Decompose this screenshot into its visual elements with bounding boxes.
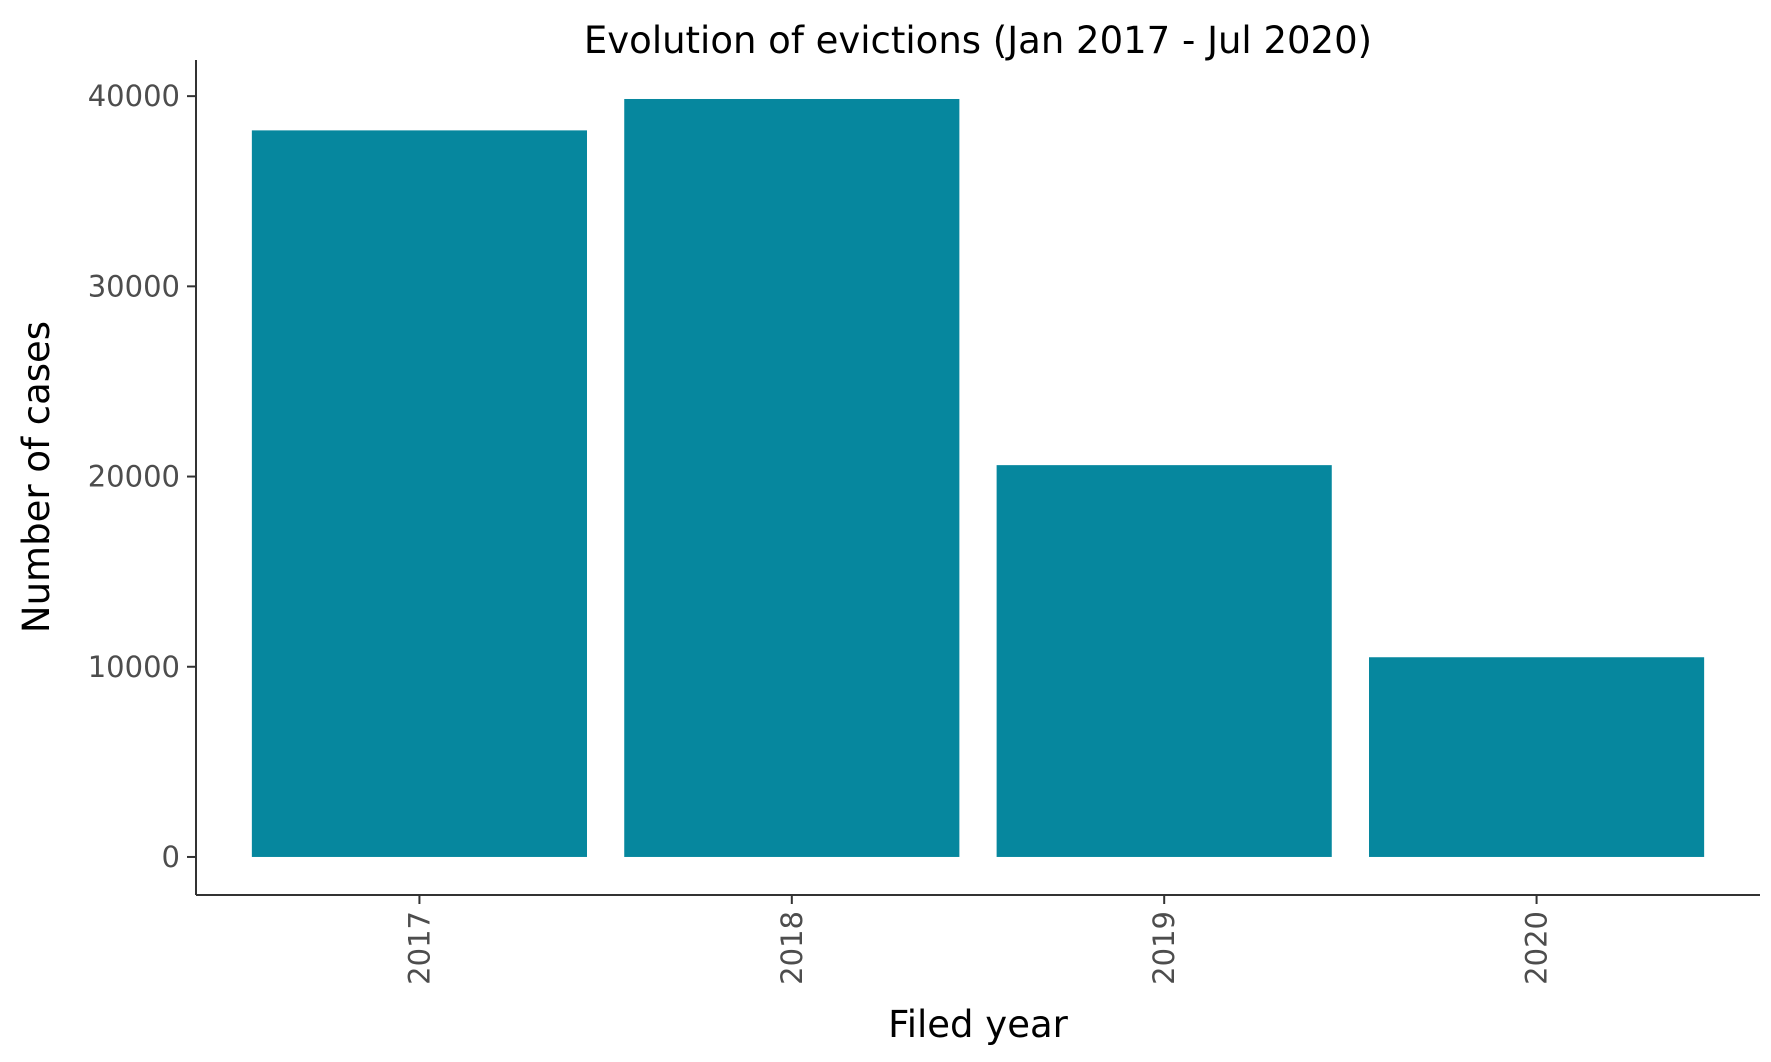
y-tick-label: 40000 bbox=[88, 79, 180, 113]
x-tick-label: 2020 bbox=[1520, 911, 1554, 985]
x-axis-ticks: 2017 2018 2019 2020 bbox=[402, 895, 1554, 985]
bar-2018 bbox=[624, 98, 960, 857]
y-tick-label: 0 bbox=[162, 840, 180, 874]
y-axis-title: Number of cases bbox=[15, 321, 58, 633]
y-tick-label: 10000 bbox=[88, 650, 180, 684]
bars-group bbox=[251, 98, 1705, 857]
y-tick-label: 20000 bbox=[88, 460, 180, 494]
bar-2017 bbox=[251, 130, 587, 857]
y-tick-label: 30000 bbox=[88, 269, 180, 303]
x-tick-label: 2017 bbox=[402, 911, 436, 985]
bar-2019 bbox=[996, 465, 1332, 857]
x-tick-label: 2018 bbox=[775, 911, 809, 985]
chart-title: Evolution of evictions (Jan 2017 - Jul 2… bbox=[584, 19, 1372, 62]
x-tick-label: 2019 bbox=[1147, 911, 1181, 985]
bar-2020 bbox=[1369, 657, 1705, 857]
x-axis-title: Filed year bbox=[888, 1003, 1068, 1046]
y-axis-ticks: 0 10000 20000 30000 40000 bbox=[88, 79, 196, 874]
